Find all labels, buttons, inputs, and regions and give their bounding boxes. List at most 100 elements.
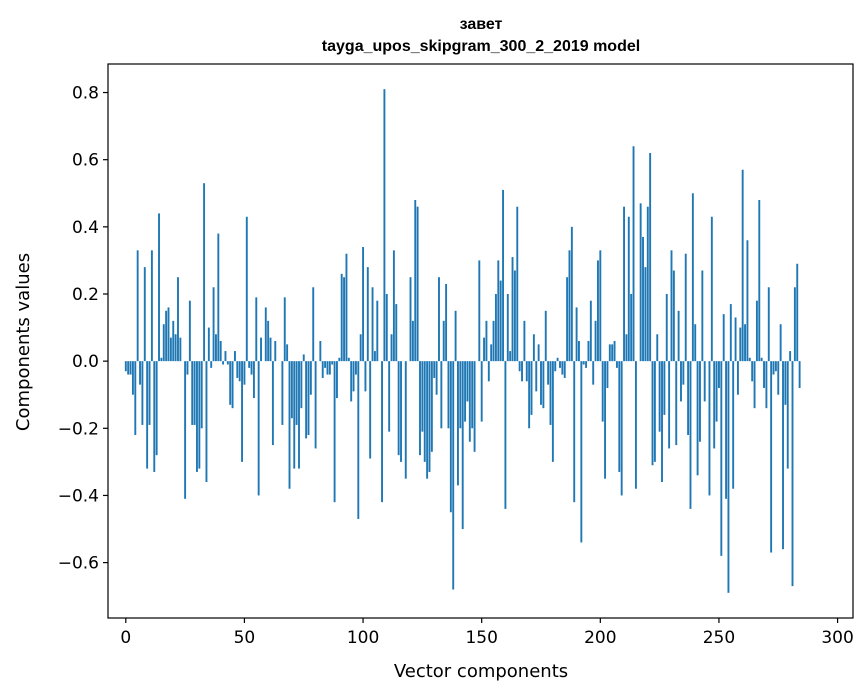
x-tick-label: 0 [120, 628, 131, 648]
bar [630, 293, 633, 362]
bar [196, 361, 198, 472]
bar [575, 307, 578, 362]
bar [753, 361, 756, 409]
bar [478, 260, 481, 362]
bar [295, 361, 298, 425]
bar [594, 320, 597, 362]
bar [388, 361, 391, 432]
bar [786, 361, 789, 469]
bar [359, 334, 362, 362]
bar [615, 361, 618, 368]
bar [383, 89, 386, 362]
bar [620, 361, 623, 496]
bar [504, 361, 507, 509]
y-tick-label: 0.0 [72, 352, 99, 372]
bar [309, 361, 312, 395]
bar [611, 344, 614, 362]
bar [449, 361, 452, 513]
bar [271, 361, 274, 446]
bar [362, 246, 365, 362]
bar [765, 361, 768, 409]
bar [684, 253, 687, 362]
bar [179, 337, 182, 362]
bar [267, 320, 270, 362]
bar [222, 361, 225, 365]
y-tick-label: 0.4 [72, 218, 99, 238]
chart-title: завет [460, 16, 503, 33]
bar [490, 344, 493, 362]
bar [433, 361, 436, 378]
bar [677, 310, 680, 362]
bar [238, 361, 241, 382]
bar [452, 361, 455, 590]
bar [580, 361, 583, 543]
bar [426, 361, 429, 479]
bar [343, 277, 346, 362]
bar [672, 270, 675, 362]
bar [136, 250, 139, 362]
bar [321, 361, 324, 378]
bar [371, 287, 374, 362]
bar [193, 361, 196, 425]
bar [691, 193, 694, 362]
bar [670, 250, 673, 362]
bar [525, 361, 528, 382]
bar [748, 357, 751, 362]
bar [442, 320, 445, 362]
bar [302, 354, 305, 362]
bar [324, 361, 327, 368]
x-tick-label: 150 [465, 628, 497, 648]
bar [734, 317, 737, 362]
bar [243, 361, 246, 385]
bar [217, 233, 220, 362]
bar [186, 361, 189, 375]
bar [198, 361, 201, 469]
bar [191, 361, 194, 425]
bar [174, 334, 177, 362]
bar [544, 310, 547, 362]
bar [461, 361, 464, 530]
bar [131, 361, 134, 395]
x-tick-label: 250 [703, 628, 735, 648]
bar [774, 361, 777, 372]
bar [578, 341, 580, 362]
bar [162, 324, 165, 362]
bar [506, 293, 509, 362]
bar [540, 361, 542, 405]
bar [521, 361, 523, 382]
bar [233, 351, 236, 362]
bar [646, 206, 649, 362]
bar [763, 361, 765, 389]
bar [215, 334, 217, 362]
bar [205, 361, 208, 483]
bar [390, 334, 393, 362]
bar [682, 361, 685, 385]
bar [535, 361, 538, 392]
bar [260, 337, 262, 362]
bar [397, 361, 400, 456]
bar [784, 361, 787, 405]
bar [167, 307, 170, 362]
bar [639, 203, 642, 362]
bar [457, 361, 459, 486]
bar [416, 206, 419, 362]
bar [264, 307, 267, 362]
bar [710, 216, 713, 362]
bar [414, 199, 417, 362]
bar [494, 293, 497, 362]
bar [153, 361, 156, 472]
bar [188, 300, 191, 362]
bar [148, 361, 151, 425]
bar [283, 297, 286, 362]
bar [499, 280, 502, 362]
bar [587, 341, 590, 362]
bar [532, 334, 535, 362]
bar [720, 361, 723, 556]
bar [331, 361, 334, 365]
bar [286, 344, 289, 362]
bar [513, 270, 516, 362]
bar [146, 361, 149, 469]
y-tick-label: −0.2 [58, 419, 99, 439]
bar [381, 361, 383, 503]
bar [744, 324, 746, 362]
